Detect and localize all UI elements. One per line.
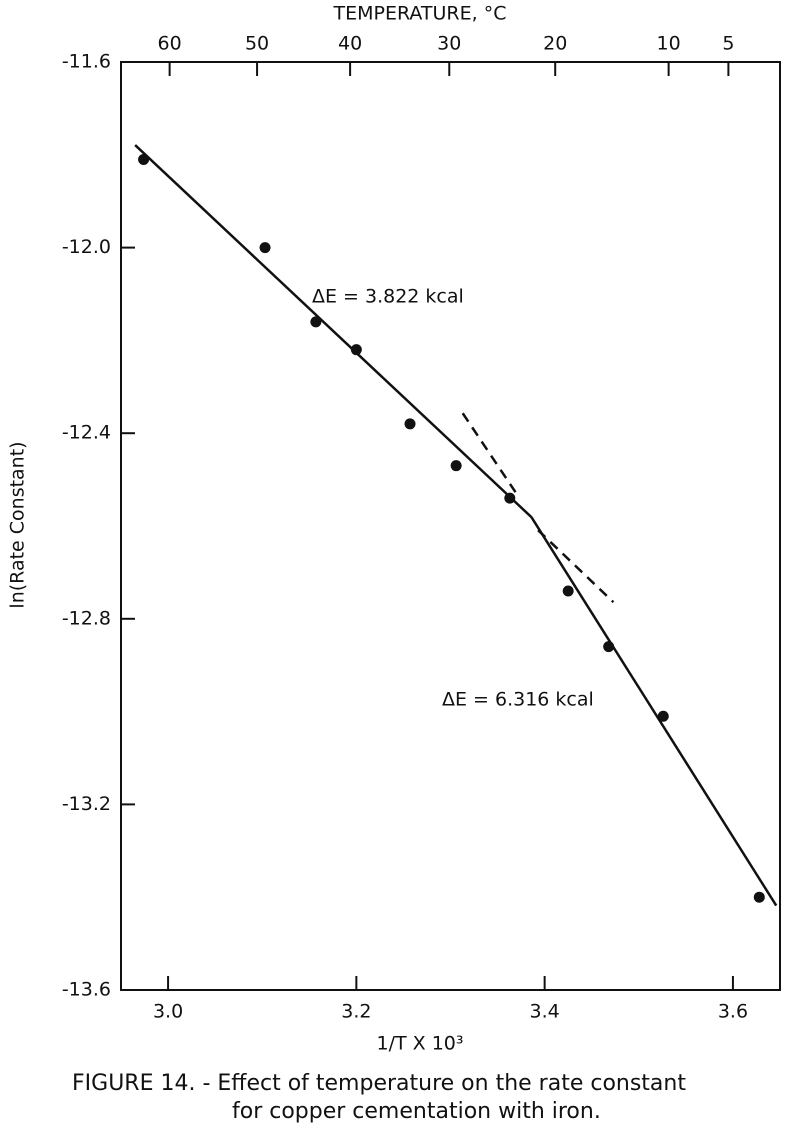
y-tick-label: -12.4	[62, 422, 111, 444]
y-tick-label: -13.2	[62, 793, 111, 815]
x-tick-label: 3.6	[718, 1001, 748, 1023]
x-tick-label: 3.2	[341, 1001, 371, 1023]
data-point	[404, 418, 416, 430]
plot-frame	[120, 61, 781, 991]
x2-tick-label: 30	[437, 33, 461, 55]
data-point	[753, 891, 765, 903]
caption: for copper cementation with iron.	[232, 1099, 601, 1124]
data-point	[450, 460, 462, 472]
data-point	[603, 641, 615, 653]
top-axis-title: TEMPERATURE, °C	[333, 3, 507, 25]
data-point	[504, 492, 516, 504]
y-axis-title: ln(Rate Constant)	[7, 441, 29, 608]
caption: FIGURE 14. - Effect of temperature on th…	[72, 1071, 686, 1096]
x2-tick-label: 20	[543, 33, 567, 55]
data-point	[350, 344, 362, 356]
y-tick-label: -13.6	[62, 979, 111, 1001]
dashed-extrapolation	[537, 529, 615, 604]
x2-tick-label: 10	[657, 33, 681, 55]
annotation: ΔE = 6.316 kcal	[442, 689, 594, 711]
data-point	[562, 585, 574, 597]
x-tick-label: 3.0	[153, 1001, 183, 1023]
dashed-extrapolation	[461, 412, 518, 495]
x2-tick-label: 40	[338, 33, 362, 55]
y-tick-label: -11.6	[62, 51, 111, 73]
y-tick-label: -12.0	[62, 236, 111, 258]
y-tick-label: -12.8	[62, 607, 111, 629]
fit-line	[530, 516, 778, 907]
annotation: ΔE = 3.822 kcal	[312, 286, 464, 308]
x2-tick-label: 5	[722, 33, 734, 55]
data-point	[138, 153, 150, 165]
x-axis-title: 1/T X 10³	[377, 1033, 464, 1055]
data-point	[657, 710, 669, 722]
x2-tick-label: 50	[245, 33, 269, 55]
fit-line	[134, 144, 533, 519]
data-point	[259, 242, 271, 254]
x2-tick-label: 60	[158, 33, 182, 55]
x-tick-label: 3.4	[530, 1001, 560, 1023]
data-point	[310, 316, 322, 328]
